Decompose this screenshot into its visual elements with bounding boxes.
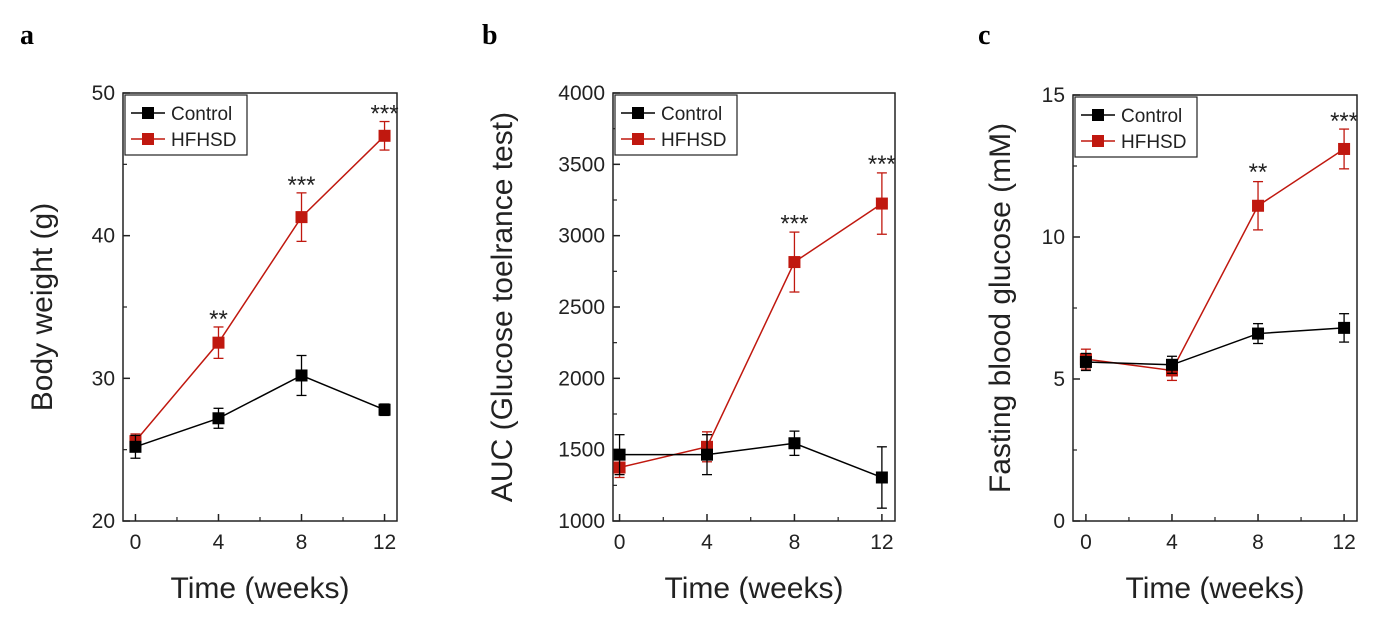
data-point [875,471,888,484]
legend-marker [1092,135,1104,147]
series-line [135,374,385,448]
x-tick-label: 4 [701,531,713,554]
y-tick-label: 30 [92,367,115,390]
y-axis-label: Fasting blood glucose (mM) [984,123,1017,493]
data-point [1338,321,1351,334]
data-point [129,440,142,453]
data-point [1165,358,1178,371]
panel-a: a 20 30 40 50 0 4 8 12 Time (weeks) Body weight (g… [20,20,399,605]
x-tick-label: 8 [789,531,801,554]
y-tick-label: 1000 [558,510,605,533]
data-point [212,336,225,349]
data-point [788,437,801,450]
significance-label: *** [1330,108,1358,135]
x-tick-label: 12 [1332,531,1355,554]
y-tick-label: 10 [1042,226,1065,249]
y-tick-label: 4000 [558,82,605,105]
data-point [1079,355,1092,368]
legend: Control HFHSD [124,94,248,156]
y-tick-label: 0 [1053,510,1065,533]
series-hfhsd [129,120,391,449]
y-tick-label: 40 [92,225,115,248]
significance-label: *** [371,101,399,128]
series-line [619,202,883,469]
y-tick-label: 20 [92,510,115,533]
series-hfhsd [1079,128,1351,382]
data-point [295,369,308,382]
legend-marker [1092,109,1104,121]
plot-frame [122,92,398,522]
legend-marker [142,133,154,145]
plot-frame [612,92,896,522]
series-control [1079,313,1351,374]
series-hfhsd [613,172,888,479]
data-point [378,129,391,142]
legend-entry: HFHSD [1121,132,1186,153]
data-point [1252,199,1265,212]
x-tick-label: 0 [130,531,142,554]
series-control [129,354,391,459]
legend-entry: Control [171,104,232,125]
y-tick-label: 2000 [558,367,605,390]
significance-label: *** [868,151,896,178]
panel-letter: c [978,20,990,51]
panel-b: b 1000 1500 2000 2500 3000 3500 4000 0 4 8 12 Time (… [482,20,896,605]
significance-label: ** [1249,159,1268,186]
panel-letter: a [20,20,34,51]
series-line [1085,327,1345,366]
y-tick-label: 3500 [558,153,605,176]
x-tick-label: 12 [373,531,396,554]
x-tick-label: 8 [296,531,308,554]
panel-c: c 0 5 10 15 0 4 8 12 Time (weeks) Fasting blood gl… [978,20,1358,605]
series-control [613,430,888,509]
legend-entry: Control [1121,106,1182,127]
y-tick-label: 50 [92,82,115,105]
data-point [875,197,888,210]
x-tick-label: 12 [870,531,893,554]
series-line [619,442,883,479]
legend-marker [632,133,644,145]
panel-letter: b [482,20,498,51]
data-point [788,256,801,269]
data-point [701,448,713,461]
legend-entry: HFHSD [171,130,236,151]
y-tick-label: 3000 [558,225,605,248]
significance-label: *** [287,172,315,199]
y-axis-label: Body weight (g) [26,203,59,411]
series-line [134,135,386,442]
y-tick-label: 5 [1053,368,1065,391]
x-tick-label: 4 [1166,531,1178,554]
plot-frame [1072,94,1358,522]
y-tick-label: 1500 [558,439,605,462]
significance-label: *** [780,210,808,237]
x-tick-label: 8 [1252,531,1264,554]
x-tick-label: 4 [213,531,225,554]
data-point [1338,142,1351,155]
data-point [1252,327,1265,340]
legend: Control HFHSD [1074,96,1198,158]
x-axis-label: Time (weeks) [665,572,844,605]
legend: Control HFHSD [614,94,738,156]
data-point [613,448,626,461]
legend-entry: Control [661,104,722,125]
x-tick-label: 0 [1080,531,1092,554]
series-line [1085,148,1345,372]
x-tick-label: 0 [614,531,626,554]
x-axis-label: Time (weeks) [1126,572,1305,605]
significance-label: ** [209,306,228,333]
data-point [378,403,391,416]
data-point [212,412,225,425]
legend-marker [632,107,644,119]
legend-marker [142,107,154,119]
data-point [295,211,308,224]
y-axis-label: AUC (Glucose toelrance test) [486,112,519,502]
legend-entry: HFHSD [661,130,726,151]
y-tick-label: 2500 [558,296,605,319]
x-axis-label: Time (weeks) [171,572,350,605]
y-tick-label: 15 [1042,84,1065,107]
